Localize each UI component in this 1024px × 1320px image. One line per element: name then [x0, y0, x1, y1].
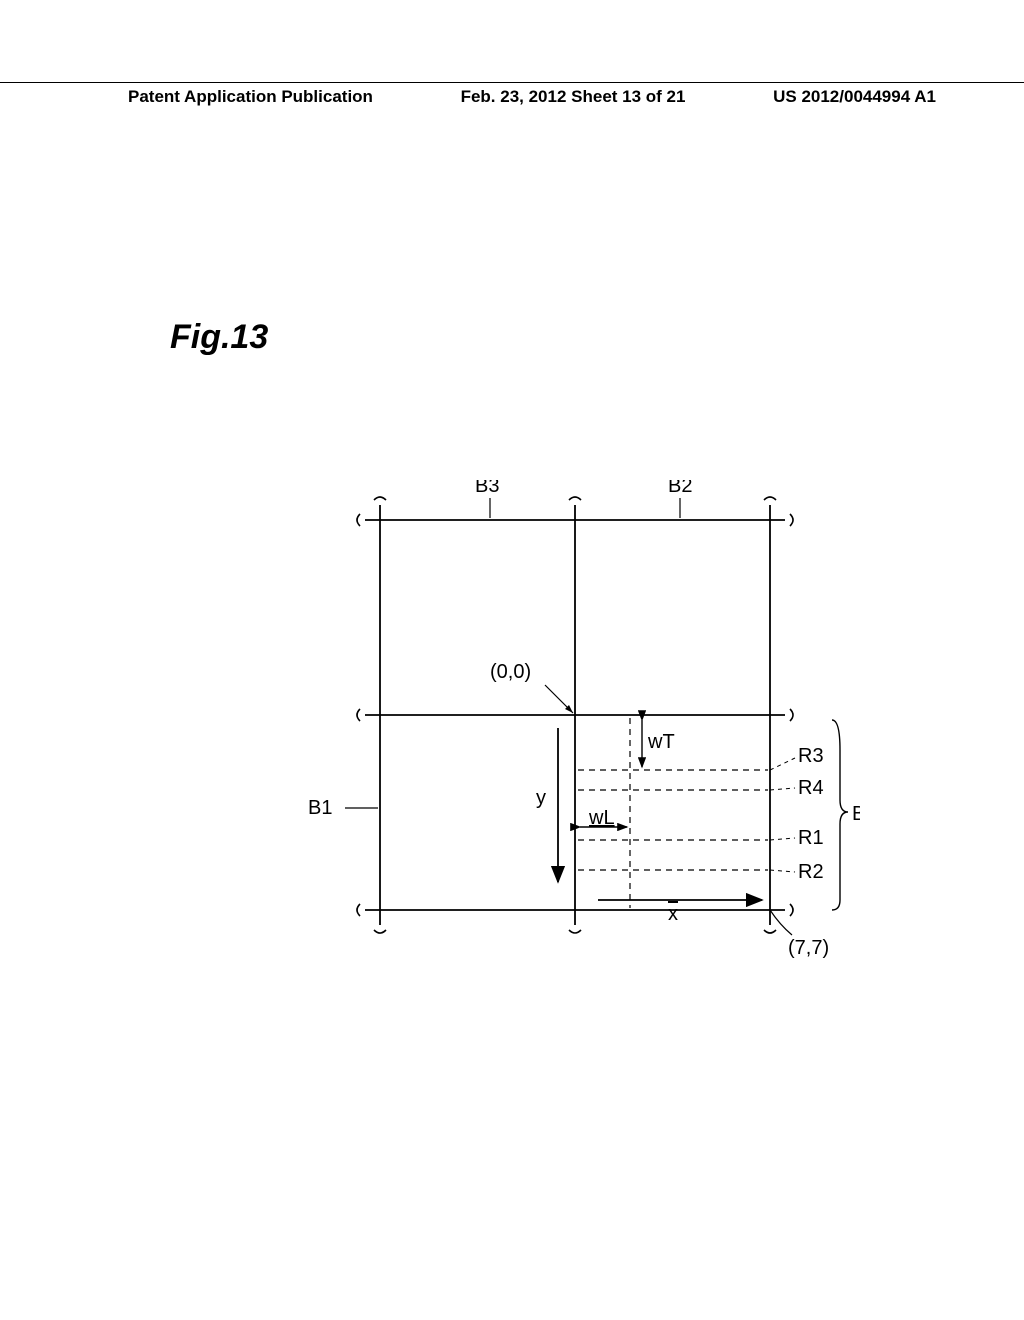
b23-leaders — [490, 498, 680, 518]
label-corner: (7,7) — [788, 937, 829, 959]
origin-leader — [545, 685, 573, 713]
label-wL: wL — [588, 807, 615, 829]
label-y: y — [536, 787, 546, 809]
label-B1: B1 — [308, 797, 332, 819]
diagram-svg: B3 B2 B1 Bt R3 R4 R1 R2 (0,0) (7,7) y x … — [300, 480, 860, 980]
label-B2: B2 — [668, 480, 692, 497]
label-origin: (0,0) — [490, 661, 531, 683]
grid-lines — [365, 505, 785, 925]
header-center: Feb. 23, 2012 Sheet 13 of 21 — [461, 87, 686, 107]
figure-title: Fig.13 — [170, 318, 268, 357]
label-wT: wT — [647, 731, 675, 753]
label-R4: R4 — [798, 777, 824, 799]
bt-brace — [832, 720, 848, 910]
header-right: US 2012/0044994 A1 — [773, 87, 1024, 107]
label-R2: R2 — [798, 861, 824, 883]
label-Bt: Bt — [852, 803, 860, 825]
label-x: x — [668, 903, 678, 925]
figure-diagram: B3 B2 B1 Bt R3 R4 R1 R2 (0,0) (7,7) y x … — [300, 480, 770, 950]
r-leaders — [770, 758, 795, 872]
page-header: Patent Application Publication Feb. 23, … — [0, 82, 1024, 107]
label-B3: B3 — [475, 480, 499, 497]
header-left: Patent Application Publication — [0, 87, 373, 107]
label-R3: R3 — [798, 745, 824, 767]
label-R1: R1 — [798, 827, 824, 849]
